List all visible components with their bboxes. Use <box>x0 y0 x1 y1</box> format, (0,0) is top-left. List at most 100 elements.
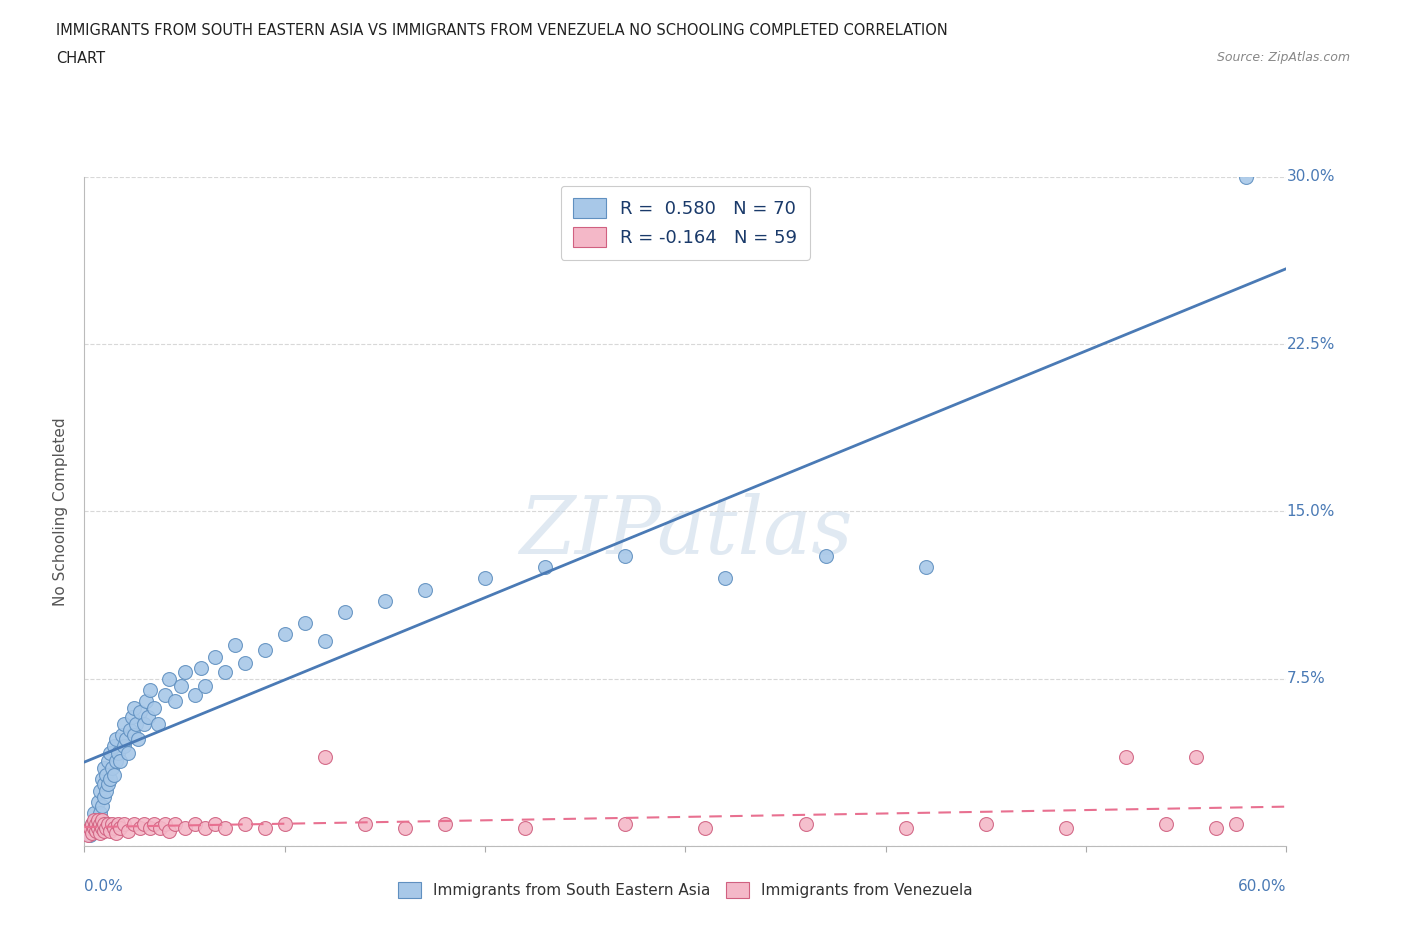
Point <box>111 727 134 742</box>
Point <box>89 826 111 841</box>
Point <box>100 772 122 787</box>
Point <box>214 821 236 836</box>
Point <box>139 683 162 698</box>
Point <box>114 716 135 731</box>
Point <box>190 660 212 675</box>
Point <box>97 777 120 791</box>
Point <box>91 812 114 827</box>
Point <box>82 817 104 831</box>
Point <box>93 761 115 776</box>
Point <box>204 649 226 664</box>
Point <box>183 687 205 702</box>
Point <box>294 616 316 631</box>
Point <box>124 817 146 831</box>
Point <box>77 828 100 843</box>
Point <box>89 783 111 798</box>
Point <box>87 821 110 836</box>
Text: IMMIGRANTS FROM SOUTH EASTERN ASIA VS IMMIGRANTS FROM VENEZUELA NO SCHOOLING COM: IMMIGRANTS FROM SOUTH EASTERN ASIA VS IM… <box>56 23 948 38</box>
Point <box>274 817 297 831</box>
Point <box>103 738 125 753</box>
Point <box>86 817 108 831</box>
Text: 30.0%: 30.0% <box>1286 169 1334 184</box>
Text: 60.0%: 60.0% <box>1239 879 1286 894</box>
Point <box>1156 817 1178 831</box>
Point <box>274 627 297 642</box>
Point <box>394 821 416 836</box>
Point <box>107 817 129 831</box>
Point <box>93 777 115 791</box>
Point <box>125 716 148 731</box>
Point <box>515 821 537 836</box>
Point <box>91 772 114 787</box>
Point <box>100 823 122 838</box>
Point <box>87 812 110 827</box>
Point <box>314 633 336 648</box>
Point <box>1185 750 1208 764</box>
Point <box>82 817 104 831</box>
Point <box>114 817 135 831</box>
Point <box>121 710 143 724</box>
Point <box>153 687 176 702</box>
Text: 22.5%: 22.5% <box>1286 337 1334 352</box>
Point <box>1225 817 1247 831</box>
Point <box>374 593 396 608</box>
Point <box>214 665 236 680</box>
Point <box>129 705 152 720</box>
Point <box>149 821 172 836</box>
Point <box>233 656 256 671</box>
Point <box>96 767 118 782</box>
Point <box>695 821 717 836</box>
Point <box>143 700 166 715</box>
Legend: Immigrants from South Eastern Asia, Immigrants from Venezuela: Immigrants from South Eastern Asia, Immi… <box>391 874 980 906</box>
Point <box>93 790 115 804</box>
Point <box>1054 821 1077 836</box>
Point <box>100 745 122 760</box>
Point <box>101 761 124 776</box>
Point <box>354 817 377 831</box>
Point <box>89 805 111 820</box>
Point <box>253 643 276 658</box>
Point <box>96 783 118 798</box>
Point <box>974 817 997 831</box>
Y-axis label: No Schooling Completed: No Schooling Completed <box>53 418 69 605</box>
Point <box>194 678 217 693</box>
Point <box>83 821 105 836</box>
Point <box>117 823 139 838</box>
Point <box>183 817 205 831</box>
Point <box>814 549 837 564</box>
Point <box>135 694 157 709</box>
Text: 0.0%: 0.0% <box>84 879 124 894</box>
Point <box>97 754 120 769</box>
Text: 15.0%: 15.0% <box>1286 504 1334 519</box>
Point <box>413 582 436 597</box>
Point <box>83 821 105 836</box>
Point <box>1234 169 1257 184</box>
Point <box>83 805 105 820</box>
Point <box>153 817 176 831</box>
Point <box>143 817 166 831</box>
Point <box>124 700 146 715</box>
Point <box>1115 750 1137 764</box>
Text: Source: ZipAtlas.com: Source: ZipAtlas.com <box>1216 51 1350 64</box>
Point <box>534 560 557 575</box>
Point <box>110 754 132 769</box>
Point <box>253 821 276 836</box>
Point <box>93 823 115 838</box>
Point <box>434 817 457 831</box>
Point <box>83 812 105 827</box>
Point <box>333 604 356 619</box>
Point <box>157 823 180 838</box>
Point <box>103 821 125 836</box>
Point <box>82 826 104 841</box>
Point <box>1205 821 1227 836</box>
Point <box>120 723 142 737</box>
Point <box>103 767 125 782</box>
Point <box>794 817 817 831</box>
Point <box>138 710 160 724</box>
Point <box>91 821 114 836</box>
Point <box>163 694 186 709</box>
Point <box>114 738 135 753</box>
Point <box>173 665 195 680</box>
Point <box>169 678 191 693</box>
Point <box>91 799 114 814</box>
